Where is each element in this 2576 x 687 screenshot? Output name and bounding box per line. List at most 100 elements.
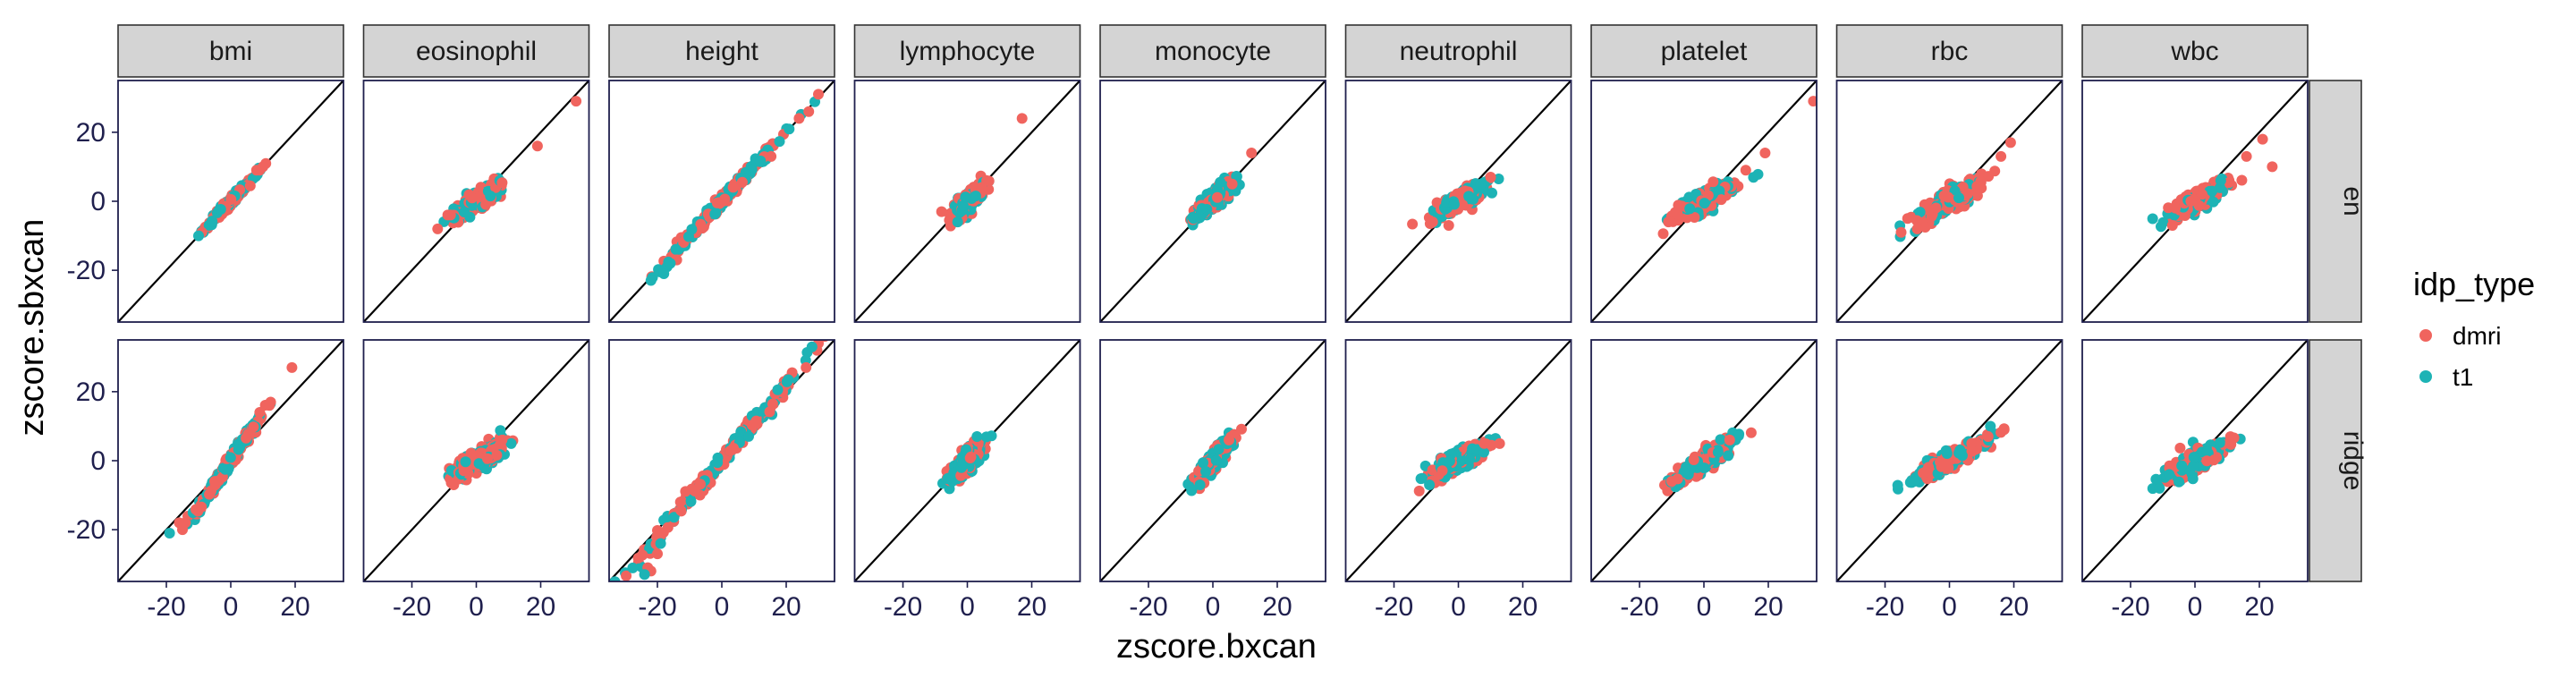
point-t1 — [2215, 437, 2225, 448]
point-t1 — [2164, 469, 2175, 480]
point-dmri — [1983, 171, 1995, 182]
panel-en-height — [608, 80, 835, 323]
point-t1 — [1953, 192, 1964, 204]
x-axis-title: zscore.bxcan — [1116, 628, 1317, 666]
point-t1 — [971, 431, 983, 442]
facet-strip-lymphocyte: lymphocyte — [853, 24, 1081, 78]
point-t1 — [485, 191, 496, 202]
x-tick-label: 0 — [960, 592, 975, 622]
point-t1 — [1723, 450, 1734, 462]
point-t1 — [1448, 199, 1460, 210]
point-dmri — [531, 140, 543, 152]
point-t1 — [609, 576, 621, 581]
x-tick-label: 0 — [2188, 592, 2203, 622]
point-t1 — [1678, 466, 1690, 478]
point-t1 — [1463, 191, 1475, 202]
point-t1 — [1471, 444, 1483, 455]
point-dmri — [1666, 476, 1677, 488]
x-tick-label: 0 — [715, 592, 730, 622]
point-dmri — [1657, 228, 1669, 240]
point-t1 — [2147, 213, 2158, 225]
panel-en-rbc — [1835, 80, 2063, 323]
point-dmri — [1688, 454, 1699, 465]
point-t1 — [655, 538, 666, 549]
legend-title: idp_type — [2413, 266, 2535, 302]
point-t1 — [215, 204, 226, 215]
facet-strip-label: rbc — [1931, 37, 1969, 66]
point-dmri — [204, 488, 216, 500]
point-dmri — [1479, 437, 1490, 449]
facet-strip-neutrophil: neutrophil — [1344, 24, 1572, 78]
point-dmri — [2004, 137, 2016, 148]
point-dmri — [1663, 216, 1674, 228]
y-tick-label: 20 — [76, 377, 106, 407]
column-facet-strips: bmi eosinophil height lymphocyte monocyte neu… — [117, 24, 2309, 78]
point-dmri — [687, 484, 699, 496]
point-t1 — [1985, 420, 1996, 432]
x-tick-label: -20 — [393, 592, 431, 622]
facet-strip-label: height — [685, 37, 758, 66]
point-dmri — [1494, 437, 1505, 449]
point-dmri — [1911, 223, 1923, 234]
point-t1 — [2201, 446, 2213, 458]
point-t1 — [2188, 461, 2199, 471]
x-tick-label: 0 — [1697, 592, 1712, 622]
point-dmri — [1707, 176, 1719, 188]
point-t1 — [1200, 466, 1212, 477]
point-t1 — [772, 384, 784, 395]
panel-en-wbc — [2081, 80, 2309, 323]
point-dmri — [2179, 210, 2190, 221]
point-dmri — [1740, 165, 1751, 176]
point-dmri — [1745, 427, 1757, 438]
panel-ridge-neutrophil — [1344, 339, 1572, 582]
point-t1 — [1475, 178, 1487, 190]
point-dmri — [248, 421, 259, 433]
point-dmri — [2267, 161, 2278, 173]
panel-ridge-lymphocyte — [853, 339, 1081, 582]
panel-en-lymphocyte — [853, 80, 1081, 323]
x-tick-label: 20 — [1753, 592, 1783, 622]
panel-ridge-platelet — [1590, 339, 1818, 582]
point-dmri — [727, 182, 739, 193]
facet-strip-height: height — [608, 24, 835, 78]
panel-en-platelet — [1590, 80, 1818, 323]
point-dmri — [1236, 423, 1247, 435]
point-t1 — [686, 224, 698, 235]
point-dmri — [1943, 191, 1953, 203]
point-dmri — [2174, 442, 2186, 454]
point-t1 — [1752, 168, 1764, 180]
point-dmri — [2257, 133, 2268, 145]
point-t1 — [970, 191, 981, 202]
point-dmri — [1224, 434, 1234, 445]
point-dmri — [496, 177, 508, 189]
point-t1 — [1733, 428, 1745, 440]
point-dmri — [764, 406, 775, 418]
point-dmri — [1759, 148, 1771, 158]
point-t1 — [606, 587, 617, 598]
point-dmri — [1016, 113, 1028, 124]
point-dmri — [2196, 189, 2207, 200]
legend-key-t1 — [2419, 370, 2432, 383]
point-t1 — [193, 230, 204, 242]
point-t1 — [460, 456, 471, 468]
point-t1 — [1953, 447, 1965, 459]
x-tick-label: 20 — [1999, 592, 2029, 622]
point-t1 — [754, 156, 766, 167]
panel-en-bmi — [117, 80, 344, 323]
point-dmri — [482, 453, 493, 464]
point-dmri — [750, 415, 762, 427]
point-t1 — [219, 463, 231, 475]
x-tick-label: -20 — [147, 592, 185, 622]
point-t1 — [2154, 482, 2165, 494]
x-tick-label: -20 — [638, 592, 676, 622]
point-dmri — [2201, 455, 2213, 467]
point-dmri — [1246, 148, 1258, 158]
point-dmri — [936, 206, 947, 217]
point-t1 — [2150, 473, 2162, 485]
point-dmri — [1457, 199, 1468, 210]
point-dmri — [2193, 199, 2205, 211]
point-dmri — [981, 174, 993, 186]
x-tick-label: -20 — [884, 592, 922, 622]
point-t1 — [1415, 473, 1427, 485]
panel-ridge-rbc — [1835, 339, 2063, 582]
